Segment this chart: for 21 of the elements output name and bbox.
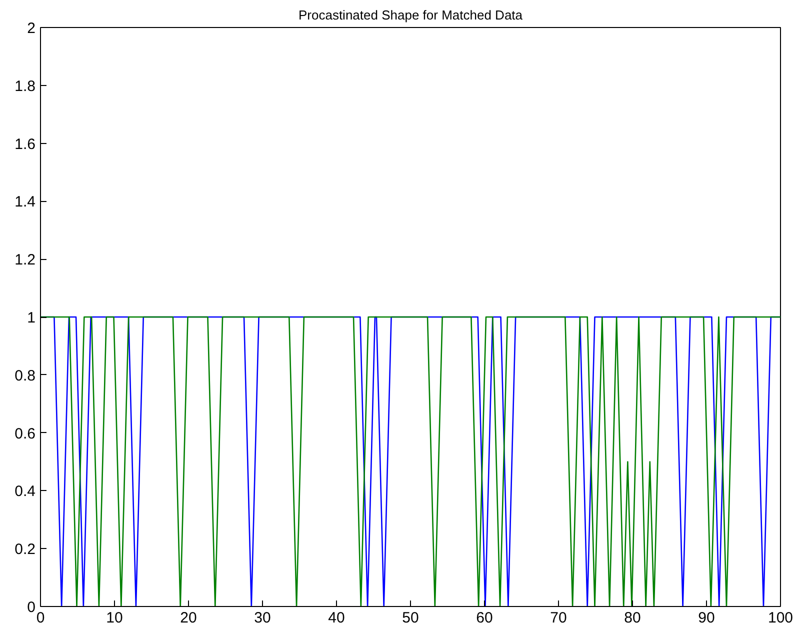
x-tick-label: 50	[402, 610, 419, 625]
x-tick-label: 10	[106, 610, 123, 625]
y-tick-label: 1.4	[14, 194, 36, 211]
x-tick-label: 80	[624, 610, 641, 625]
x-tick-label: 60	[476, 610, 493, 625]
x-tick-label: 30	[254, 610, 271, 625]
chart-title: Procastinated Shape for Matched Data	[298, 8, 524, 22]
x-tick-label: 70	[550, 610, 567, 625]
y-tick-label: 0.6	[14, 425, 36, 442]
y-tick-label: 2	[27, 20, 36, 37]
y-tick-label: 0.2	[14, 541, 36, 558]
x-tick-label: 90	[698, 610, 715, 625]
y-tick-label: 1.8	[14, 78, 36, 95]
y-tick-label: 1	[27, 310, 36, 326]
x-tick-label: 20	[180, 610, 197, 625]
y-tick-label: 0.4	[14, 483, 36, 500]
y-tick-label: 1.2	[14, 252, 36, 269]
y-tick-label: 0.8	[14, 367, 36, 384]
x-tick-label: 40	[328, 610, 345, 625]
x-tick-label: 100	[768, 610, 794, 625]
y-tick-label: 1.6	[14, 136, 36, 153]
